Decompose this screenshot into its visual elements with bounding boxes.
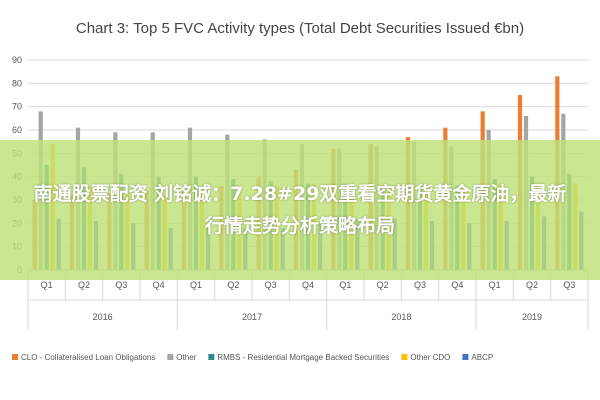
banner-text: 南通股票配资 刘铭诚：7.28#29双重看空期货黄金原油，最新行情走势分析策略布… bbox=[33, 183, 567, 237]
legend-swatch bbox=[12, 354, 18, 360]
x-tick-label: Q4 bbox=[451, 280, 463, 290]
legend-label: CLO - Collateralised Loan Obligations bbox=[21, 353, 155, 362]
x-tick-label: Q3 bbox=[414, 280, 426, 290]
x-tick-label: Q3 bbox=[115, 280, 127, 290]
x-tick-label: Q3 bbox=[563, 280, 575, 290]
x-tick-label: Q2 bbox=[78, 280, 90, 290]
x-tick-label: Q3 bbox=[265, 280, 277, 290]
y-tick-label: 70 bbox=[12, 102, 22, 112]
x-tick-label: Q2 bbox=[526, 280, 538, 290]
y-tick-label: 80 bbox=[12, 78, 22, 88]
legend-label: ABCP bbox=[471, 353, 493, 362]
x-tick-label: Q1 bbox=[41, 280, 53, 290]
overlay-banner[interactable]: 南通股票配资 刘铭诚：7.28#29双重看空期货黄金原油，最新行情走势分析策略布… bbox=[0, 140, 600, 280]
legend-label: RMBS - Residential Mortgage Backed Secur… bbox=[217, 353, 389, 362]
y-tick-label: 60 bbox=[12, 125, 22, 135]
x-tick-label: Q4 bbox=[153, 280, 165, 290]
year-label: 2017 bbox=[242, 312, 262, 322]
x-tick-label: Q1 bbox=[489, 280, 501, 290]
year-label: 2019 bbox=[522, 312, 542, 322]
y-tick-label: 90 bbox=[12, 55, 22, 65]
chart-title: Chart 3: Top 5 FVC Activity types (Total… bbox=[76, 20, 524, 37]
year-label: 2016 bbox=[93, 312, 113, 322]
legend-label: Other bbox=[176, 353, 196, 362]
x-tick-label: Q2 bbox=[227, 280, 239, 290]
legend-swatch bbox=[208, 354, 215, 360]
x-tick-label: Q1 bbox=[190, 280, 202, 290]
legend: CLO - Collateralised Loan Obligations Oth… bbox=[12, 353, 493, 362]
x-tick-label: Q2 bbox=[377, 280, 389, 290]
legend-swatch bbox=[462, 354, 469, 360]
x-tick-label: Q1 bbox=[339, 280, 351, 290]
x-tick-label: Q4 bbox=[302, 280, 314, 290]
year-label: 2018 bbox=[391, 312, 411, 322]
legend-label: Other CDO bbox=[410, 353, 450, 362]
legend-swatch bbox=[401, 354, 408, 360]
legend-swatch bbox=[167, 354, 174, 360]
